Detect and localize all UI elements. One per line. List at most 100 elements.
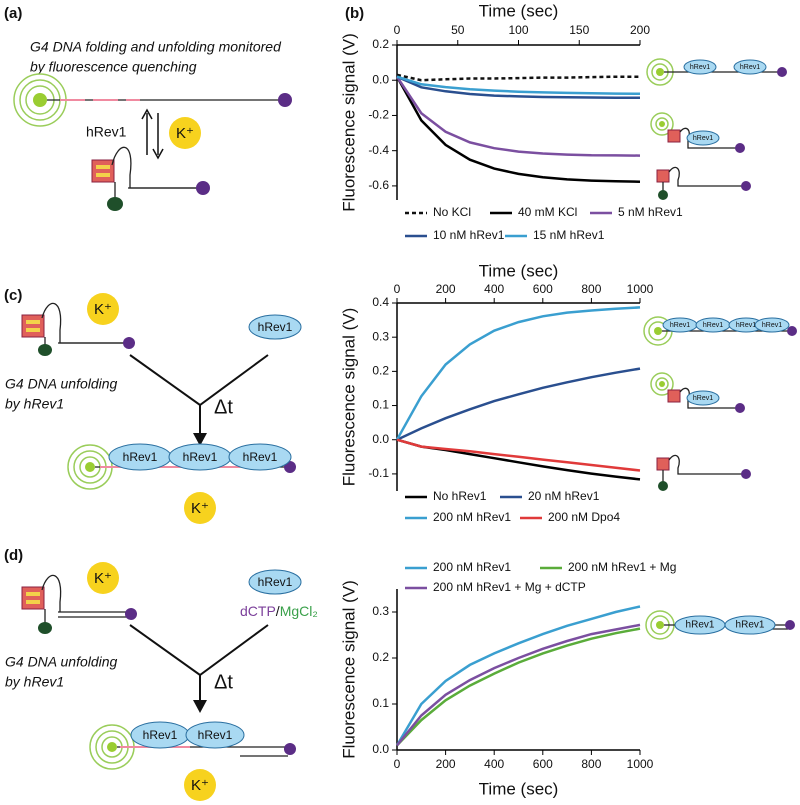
series-line [396, 75, 640, 99]
x-tick-label: 600 [533, 757, 553, 771]
caption: G4 DNA unfolding [5, 654, 118, 670]
series-line [395, 76, 641, 183]
x-tick-label: 1000 [627, 757, 654, 771]
states-c: hRev1 hRev1 hRev1 hRev1 hRev1 [643, 316, 797, 491]
protein-label: hRev1 [670, 322, 690, 329]
series-line [395, 605, 641, 747]
protein-label: hRev1 [736, 620, 765, 631]
protein-label: hRev1 [86, 124, 127, 140]
series-line [396, 627, 641, 747]
series-line [396, 623, 641, 747]
states-d: hRev1 hRev1 [645, 610, 795, 640]
protein-label: hRev1 [258, 320, 293, 334]
x-axis-label: Time (sec) [479, 1, 559, 20]
x-tick-label: 200 [436, 757, 456, 771]
protein-label: hRev1 [183, 450, 218, 464]
legend-label: 10 nM hRev1 [433, 228, 505, 242]
y-tick-label: 0.2 [372, 364, 389, 378]
y-axis-label: Fluorescence signal (V) [339, 308, 358, 487]
legend-label: 200 nM hRev1 + Mg [568, 560, 676, 574]
legend-label: 200 nM hRev1 [433, 560, 511, 574]
panel-label: (a) [4, 5, 22, 22]
diagram-c: K⁺ hRev1 G4 DNA unfolding by hRev1 Δt hR… [5, 293, 302, 524]
caption: by hRev1 [5, 674, 64, 690]
protein-label: hRev1 [198, 728, 233, 742]
legend-label: 15 nM hRev1 [533, 228, 605, 242]
delay-label: Δt [214, 671, 233, 693]
y-tick-label: -0.1 [368, 466, 389, 480]
legend-label: 200 nM hRev1 + Mg + dCTP [433, 580, 586, 594]
protein-label: hRev1 [703, 322, 723, 329]
y-tick-label: -0.2 [368, 108, 389, 122]
states-b: hRev1 hRev1 hRev1 [646, 58, 787, 200]
x-tick-label: 1000 [627, 282, 654, 296]
y-tick-label: 0.1 [372, 696, 389, 710]
legend-label: No KCl [433, 205, 471, 219]
y-tick-label: -0.6 [368, 178, 389, 192]
protein-label: hRev1 [740, 64, 760, 71]
x-tick-label: 800 [581, 282, 601, 296]
ion-label: K⁺ [191, 777, 209, 794]
y-tick-label: 0.0 [372, 72, 389, 86]
legend-label: No hRev1 [433, 489, 487, 503]
protein-label: hRev1 [693, 395, 713, 402]
x-tick-label: 200 [436, 282, 456, 296]
ion-label: K⁺ [94, 570, 112, 587]
x-axis-label: Time (sec) [479, 261, 559, 280]
legend-label: 20 nM hRev1 [528, 489, 600, 503]
ion-label: K⁺ [94, 301, 112, 318]
y-tick-label: 0.3 [372, 329, 389, 343]
protein-label: hRev1 [123, 450, 158, 464]
y-tick-label: 0.2 [372, 37, 389, 51]
x-tick-label: 400 [484, 757, 504, 771]
x-tick-label: 0 [394, 282, 401, 296]
delay-label: Δt [214, 396, 233, 418]
series-line [396, 75, 641, 96]
series-line [396, 438, 641, 481]
ion-label: K⁺ [176, 125, 194, 142]
x-tick-label: 100 [508, 23, 528, 37]
series-line [396, 73, 640, 82]
panel-label: (d) [4, 547, 23, 564]
series-line [395, 76, 641, 157]
series-line [395, 306, 641, 441]
x-tick-label: 0 [394, 757, 401, 771]
y-axis-label: Fluorescence signal (V) [339, 580, 358, 759]
protein-label: hRev1 [736, 322, 756, 329]
protein-label: hRev1 [693, 135, 713, 142]
x-tick-label: 200 [630, 23, 650, 37]
x-tick-label: 150 [569, 23, 589, 37]
protein-label: hRev1 [686, 620, 715, 631]
protein-label: hRev1 [762, 322, 782, 329]
protein-label: hRev1 [258, 575, 293, 589]
protein-label: hRev1 [143, 728, 178, 742]
diagram-d: K⁺ hRev1 dCTP/MgCl₂ G4 DNA unfolding by … [5, 562, 318, 801]
panel-label: (c) [4, 287, 22, 304]
separator: / [276, 603, 280, 619]
y-tick-label: 0.4 [372, 295, 389, 309]
y-tick-label: 0.0 [372, 742, 389, 756]
caption: by fluorescence quenching [30, 59, 197, 75]
y-axis-label: Fluorescence signal (V) [339, 33, 358, 212]
panel-label: (b) [345, 5, 364, 22]
y-tick-label: -0.4 [368, 143, 389, 157]
x-tick-label: 50 [451, 23, 465, 37]
cofactor: MgCl₂ [280, 603, 318, 619]
series-line [396, 438, 641, 472]
ion-label: K⁺ [191, 500, 209, 517]
legend-label: 200 nM hRev1 [433, 510, 511, 524]
legend-label: 5 nM hRev1 [618, 205, 683, 219]
protein-label: hRev1 [690, 64, 710, 71]
y-tick-label: 0.0 [372, 432, 389, 446]
legend-label: 40 mM KCl [518, 205, 577, 219]
caption: by hRev1 [5, 396, 64, 412]
caption: G4 DNA folding and unfolding monitored [30, 39, 282, 55]
protein-label: hRev1 [243, 450, 278, 464]
cofactor: dCTP [240, 603, 276, 619]
x-axis-label: Time (sec) [479, 779, 559, 798]
x-tick-label: 400 [484, 282, 504, 296]
y-tick-label: 0.3 [372, 604, 389, 618]
diagram-a: G4 DNA folding and unfolding monitored b… [13, 39, 292, 211]
x-tick-label: 0 [394, 23, 401, 37]
